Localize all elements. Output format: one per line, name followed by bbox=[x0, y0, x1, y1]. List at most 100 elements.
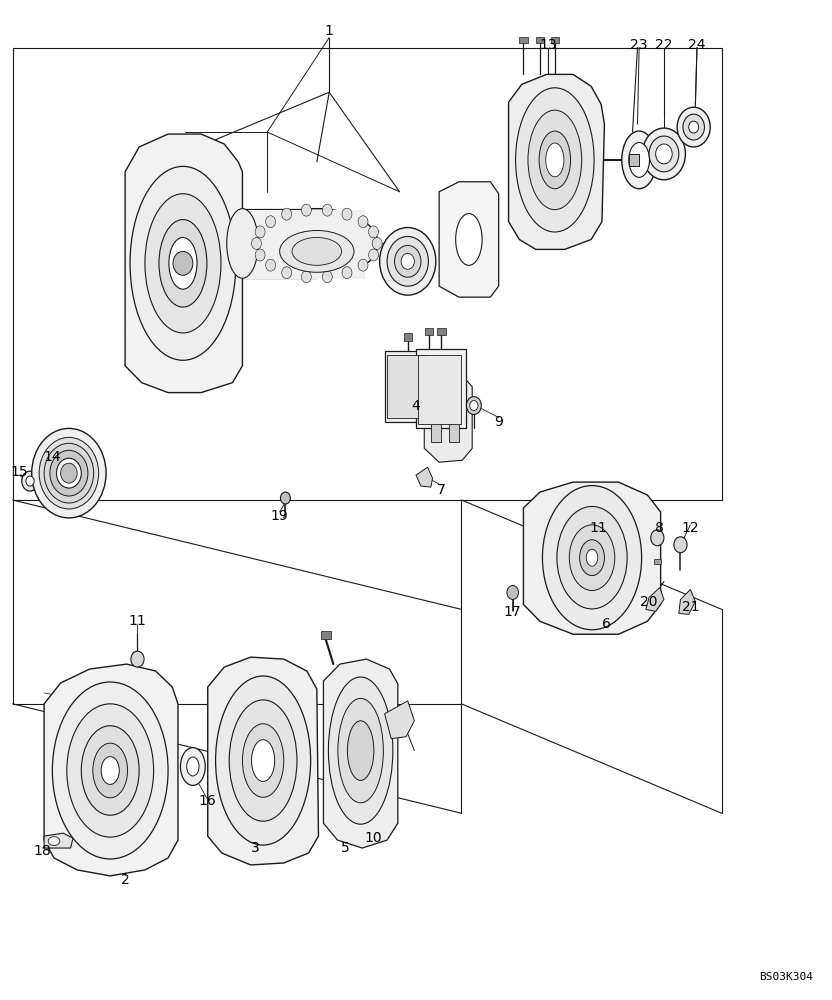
Text: 3: 3 bbox=[250, 841, 260, 855]
Text: 12: 12 bbox=[681, 521, 699, 535]
Polygon shape bbox=[646, 588, 664, 611]
Polygon shape bbox=[208, 657, 319, 865]
Ellipse shape bbox=[587, 549, 598, 566]
Text: 7: 7 bbox=[437, 483, 445, 497]
Text: 16: 16 bbox=[198, 794, 215, 808]
Circle shape bbox=[322, 204, 332, 216]
Bar bbox=[416, 349, 466, 428]
Ellipse shape bbox=[329, 677, 393, 824]
Ellipse shape bbox=[348, 721, 374, 780]
Bar bbox=[431, 412, 441, 442]
Ellipse shape bbox=[102, 757, 119, 784]
Ellipse shape bbox=[130, 166, 235, 360]
Circle shape bbox=[22, 471, 38, 491]
Text: 8: 8 bbox=[656, 521, 664, 535]
Circle shape bbox=[507, 586, 518, 599]
Ellipse shape bbox=[280, 231, 354, 272]
Ellipse shape bbox=[32, 428, 106, 518]
Bar bbox=[438, 328, 446, 335]
Circle shape bbox=[131, 651, 144, 667]
Bar bbox=[449, 412, 459, 442]
Ellipse shape bbox=[401, 253, 414, 269]
Polygon shape bbox=[416, 467, 433, 487]
Circle shape bbox=[651, 530, 664, 546]
Ellipse shape bbox=[622, 131, 656, 189]
Ellipse shape bbox=[456, 214, 482, 265]
Ellipse shape bbox=[227, 209, 258, 278]
Circle shape bbox=[61, 463, 77, 483]
Circle shape bbox=[591, 526, 605, 544]
Bar bbox=[242, 210, 364, 279]
Ellipse shape bbox=[82, 726, 139, 815]
Text: 1: 1 bbox=[324, 24, 334, 38]
Ellipse shape bbox=[394, 245, 421, 277]
Circle shape bbox=[369, 226, 379, 238]
Ellipse shape bbox=[251, 740, 275, 781]
Ellipse shape bbox=[387, 236, 428, 286]
Ellipse shape bbox=[528, 110, 582, 210]
Bar bbox=[654, 559, 661, 564]
Ellipse shape bbox=[689, 121, 699, 133]
Circle shape bbox=[358, 216, 368, 228]
Text: 14: 14 bbox=[43, 450, 62, 464]
Ellipse shape bbox=[242, 724, 284, 797]
Ellipse shape bbox=[338, 698, 384, 803]
Circle shape bbox=[282, 267, 292, 279]
Text: 11: 11 bbox=[129, 614, 146, 628]
Text: 9: 9 bbox=[494, 415, 503, 429]
Ellipse shape bbox=[255, 209, 378, 278]
Circle shape bbox=[26, 476, 34, 486]
Polygon shape bbox=[679, 589, 696, 614]
Ellipse shape bbox=[580, 540, 604, 576]
Ellipse shape bbox=[186, 757, 199, 776]
Text: 4: 4 bbox=[412, 399, 420, 413]
Ellipse shape bbox=[649, 136, 679, 172]
Ellipse shape bbox=[215, 676, 310, 845]
Ellipse shape bbox=[683, 114, 705, 140]
Circle shape bbox=[282, 208, 292, 220]
Circle shape bbox=[470, 401, 478, 410]
Text: 18: 18 bbox=[33, 844, 52, 858]
Ellipse shape bbox=[57, 458, 82, 488]
Text: 22: 22 bbox=[655, 38, 673, 52]
Ellipse shape bbox=[569, 525, 615, 590]
Circle shape bbox=[369, 249, 379, 261]
Ellipse shape bbox=[546, 143, 564, 177]
Text: 2: 2 bbox=[121, 873, 130, 887]
Ellipse shape bbox=[539, 131, 571, 189]
Polygon shape bbox=[523, 482, 661, 634]
Polygon shape bbox=[324, 659, 398, 848]
Circle shape bbox=[173, 251, 193, 275]
Bar bbox=[384, 351, 430, 422]
Text: 5: 5 bbox=[341, 841, 350, 855]
Circle shape bbox=[280, 492, 290, 504]
Text: 19: 19 bbox=[270, 509, 289, 523]
Bar bbox=[418, 355, 462, 424]
Text: 21: 21 bbox=[681, 600, 699, 614]
Ellipse shape bbox=[181, 748, 206, 785]
Circle shape bbox=[322, 271, 332, 283]
Ellipse shape bbox=[379, 228, 436, 295]
Ellipse shape bbox=[39, 437, 99, 509]
Ellipse shape bbox=[48, 837, 60, 846]
Text: 17: 17 bbox=[504, 605, 522, 619]
Bar bbox=[425, 328, 433, 335]
Ellipse shape bbox=[169, 237, 197, 289]
Ellipse shape bbox=[542, 486, 641, 630]
Ellipse shape bbox=[557, 506, 627, 609]
Ellipse shape bbox=[44, 443, 94, 503]
Polygon shape bbox=[44, 833, 73, 848]
Bar bbox=[404, 333, 412, 341]
Circle shape bbox=[342, 208, 352, 220]
Ellipse shape bbox=[677, 107, 711, 147]
Ellipse shape bbox=[642, 128, 686, 180]
Circle shape bbox=[255, 249, 265, 261]
Bar bbox=[629, 154, 639, 166]
Text: BS03K304: BS03K304 bbox=[759, 972, 813, 982]
Text: 24: 24 bbox=[688, 38, 706, 52]
Ellipse shape bbox=[145, 194, 221, 333]
Ellipse shape bbox=[159, 220, 207, 307]
Bar bbox=[519, 37, 527, 43]
Ellipse shape bbox=[93, 743, 127, 798]
Polygon shape bbox=[384, 701, 414, 739]
